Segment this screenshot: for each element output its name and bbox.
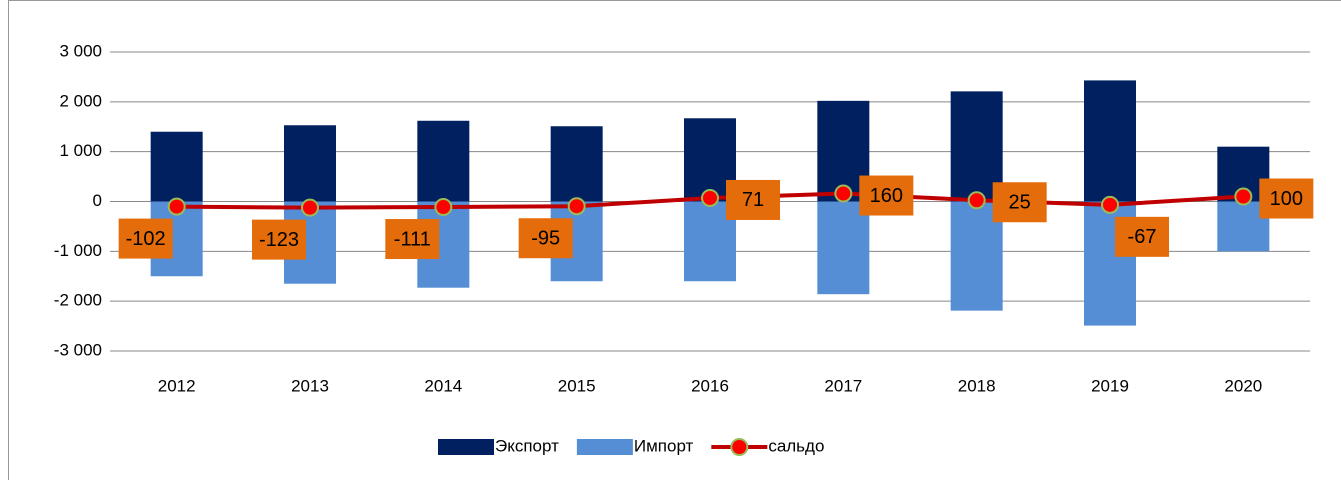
y-tick-label: 1 000	[59, 141, 102, 160]
data-label-box	[726, 179, 780, 220]
marker	[701, 188, 719, 207]
data-label: -102	[126, 228, 166, 250]
x-tick-label: 2012	[158, 376, 196, 395]
legend-swatch	[438, 439, 494, 455]
y-tick-label: -3 000	[54, 340, 102, 359]
marker	[834, 184, 853, 203]
data-label-box	[118, 218, 173, 259]
bar	[284, 125, 336, 202]
marker	[967, 191, 986, 210]
marker	[567, 197, 586, 216]
marker	[167, 197, 186, 216]
data-label-box	[992, 182, 1047, 223]
y-tick-label: 3 000	[59, 41, 102, 60]
bar	[1084, 80, 1136, 202]
legend-label: Импорт	[634, 436, 694, 455]
data-label: 25	[1009, 192, 1031, 214]
bar	[150, 131, 203, 202]
data-label-box	[518, 218, 573, 259]
marker	[301, 198, 319, 217]
x-tick-label: 2017	[824, 376, 862, 395]
y-tick-label: 0	[93, 191, 102, 210]
data-label: -111	[394, 228, 431, 250]
data-label-box	[385, 219, 440, 260]
data-label: -67	[1128, 226, 1157, 248]
data-label-box	[1259, 178, 1314, 219]
x-tick-label: 2015	[558, 376, 596, 395]
legend-label: Экспорт	[495, 436, 559, 455]
bar	[550, 126, 603, 202]
x-tick-label: 2020	[1224, 376, 1262, 395]
y-tick-label: -2 000	[54, 291, 102, 310]
data-label-box	[252, 219, 306, 260]
data-label-box	[1115, 216, 1169, 257]
marker	[434, 198, 453, 217]
data-label: 100	[1270, 188, 1303, 210]
marker	[1101, 195, 1119, 214]
y-tick-label: 2 000	[59, 91, 102, 110]
x-tick-label: 2013	[291, 376, 329, 395]
data-label: -123	[259, 229, 299, 251]
x-tick-label: 2018	[958, 376, 996, 395]
legend-swatch	[576, 439, 633, 455]
data-label: 71	[742, 189, 764, 211]
legend-marker	[730, 438, 749, 456]
x-tick-label: 2016	[691, 376, 729, 395]
data-label: -95	[531, 228, 560, 250]
x-tick-label: 2019	[1091, 376, 1129, 395]
marker	[1234, 187, 1253, 206]
bar	[817, 201, 870, 295]
y-tick-label: -1 000	[54, 241, 102, 260]
data-label: 160	[870, 185, 903, 207]
data-label-box	[859, 175, 914, 216]
chart-frame	[8, 0, 1341, 480]
bar	[417, 120, 470, 202]
x-tick-label: 2014	[424, 376, 462, 395]
legend-label: сальдо	[768, 436, 824, 455]
